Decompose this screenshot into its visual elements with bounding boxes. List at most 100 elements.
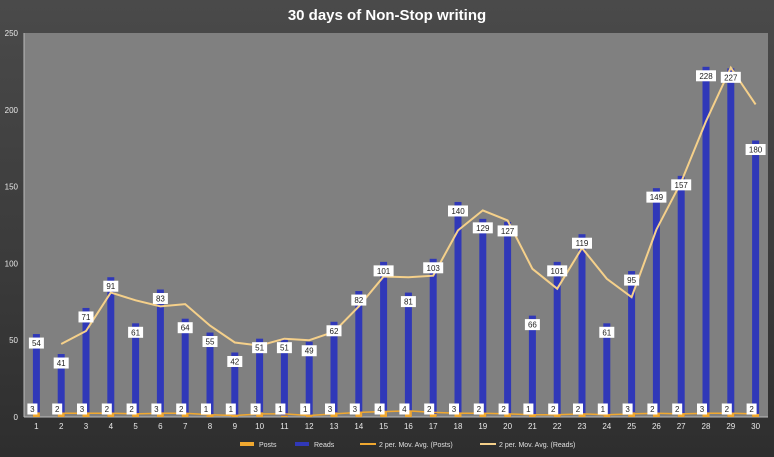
reads-data-label: 64 <box>181 324 190 333</box>
reads-bar <box>280 338 288 417</box>
posts-data-label: 2 <box>650 405 655 414</box>
reads-bar <box>132 323 140 417</box>
posts-data-label: 3 <box>253 405 258 414</box>
posts-bar <box>280 415 288 417</box>
posts-bar <box>504 413 512 417</box>
x-tick-label: 15 <box>379 422 388 431</box>
reads-data-label: 101 <box>551 267 565 276</box>
legend-label: Posts <box>259 442 277 449</box>
posts-data-label-box <box>498 403 509 415</box>
posts-bar <box>107 413 115 417</box>
posts-data-label-box <box>101 403 112 415</box>
legend-label: 2 per. Mov. Avg. (Posts) <box>379 442 453 449</box>
y-axis: 0 50 100 150 200 250 <box>5 29 25 422</box>
posts-data-label: 2 <box>129 405 134 414</box>
reads-data-label: 61 <box>602 328 611 337</box>
x-tick-label: 19 <box>478 422 487 431</box>
reads-data-label-box <box>301 345 317 357</box>
posts-data-label-box <box>647 403 658 415</box>
x-tick-label: 20 <box>503 422 512 431</box>
posts-data-label: 1 <box>601 405 606 414</box>
x-tick-label: 28 <box>702 422 711 431</box>
posts-data-label-box <box>573 403 583 415</box>
posts-data-label: 1 <box>204 405 209 414</box>
posts-data-label: 2 <box>427 405 432 414</box>
reads-data-label: 71 <box>82 313 91 322</box>
posts-bar <box>479 413 487 417</box>
x-tick-label: 11 <box>280 422 289 431</box>
posts-data-label-box <box>126 403 137 415</box>
posts-data-label: 3 <box>154 405 159 414</box>
reads-data-label-box <box>202 336 218 348</box>
posts-bar <box>132 413 140 417</box>
posts-data-label: 2 <box>55 405 60 414</box>
reads-data-label-box <box>252 342 268 354</box>
posts-data-label-box <box>275 403 286 415</box>
posts-bar <box>429 413 437 417</box>
posts-data-label-box <box>27 403 38 415</box>
posts-data-label: 3 <box>80 405 85 414</box>
posts-data-label-box <box>325 403 335 415</box>
reads-data-label: 129 <box>476 224 490 233</box>
x-tick-label: 5 <box>133 422 138 431</box>
reads-data-label-box <box>78 311 94 323</box>
posts-data-label: 3 <box>452 405 457 414</box>
reads-data-label-box <box>599 326 615 338</box>
reads-bar <box>32 334 40 417</box>
reads-data-label: 81 <box>404 298 413 307</box>
posts-data-label-box <box>52 403 63 415</box>
reads-data-label: 62 <box>330 327 339 336</box>
posts-data-label-box <box>424 403 435 415</box>
x-tick-label: 17 <box>429 422 438 431</box>
y-tick-label: 200 <box>5 106 19 115</box>
reads-data-label: 103 <box>427 264 441 273</box>
posts-data-label-box <box>300 403 311 415</box>
y-tick-label: 50 <box>9 336 18 345</box>
posts-data-label: 4 <box>402 405 407 414</box>
x-tick-label: 2 <box>59 422 64 431</box>
reads-data-label: 127 <box>501 227 515 236</box>
reads-data-label: 149 <box>650 193 664 202</box>
x-tick-label: 7 <box>183 422 188 431</box>
posts-data-label-box <box>176 403 187 415</box>
reads-bar <box>479 218 487 417</box>
bars-group <box>32 66 760 418</box>
posts-bar <box>355 412 363 417</box>
posts-data-label: 3 <box>353 405 358 414</box>
reads-bar <box>702 66 710 418</box>
posts-data-label-box <box>201 403 211 415</box>
reads-data-label-box <box>472 222 493 234</box>
reads-data-label-box <box>696 70 716 82</box>
y-tick-label: 0 <box>14 413 19 422</box>
reads-bar <box>404 292 412 417</box>
posts-data-label: 3 <box>30 405 35 414</box>
reads-data-label: 119 <box>576 239 589 248</box>
x-tick-label: 16 <box>404 422 413 431</box>
x-tick-label: 4 <box>109 422 114 431</box>
reads-moving-average-line <box>60 65 757 347</box>
plot-area <box>24 33 768 417</box>
x-tick-label: 8 <box>208 422 213 431</box>
reads-data-label-box <box>720 71 741 83</box>
posts-bar <box>528 415 536 417</box>
reads-data-label-box <box>448 205 468 217</box>
reads-data-label: 55 <box>206 338 215 347</box>
reads-data-label: 42 <box>230 357 239 366</box>
reads-bar <box>206 332 214 417</box>
reads-data-label-box <box>624 274 640 286</box>
posts-data-label-box <box>399 403 410 415</box>
posts-bar <box>677 413 685 417</box>
posts-data-label-box <box>225 403 236 415</box>
reads-data-label: 49 <box>305 347 314 356</box>
reads-data-label-box <box>177 322 193 334</box>
posts-data-label-box <box>349 403 360 415</box>
reads-data-label: 51 <box>280 344 289 353</box>
posts-data-label-box <box>250 403 261 415</box>
reads-data-label: 228 <box>699 72 713 81</box>
posts-bar <box>256 412 264 417</box>
posts-data-label: 3 <box>328 405 333 414</box>
reads-data-label-box <box>326 325 342 337</box>
legend-swatch <box>295 442 309 446</box>
